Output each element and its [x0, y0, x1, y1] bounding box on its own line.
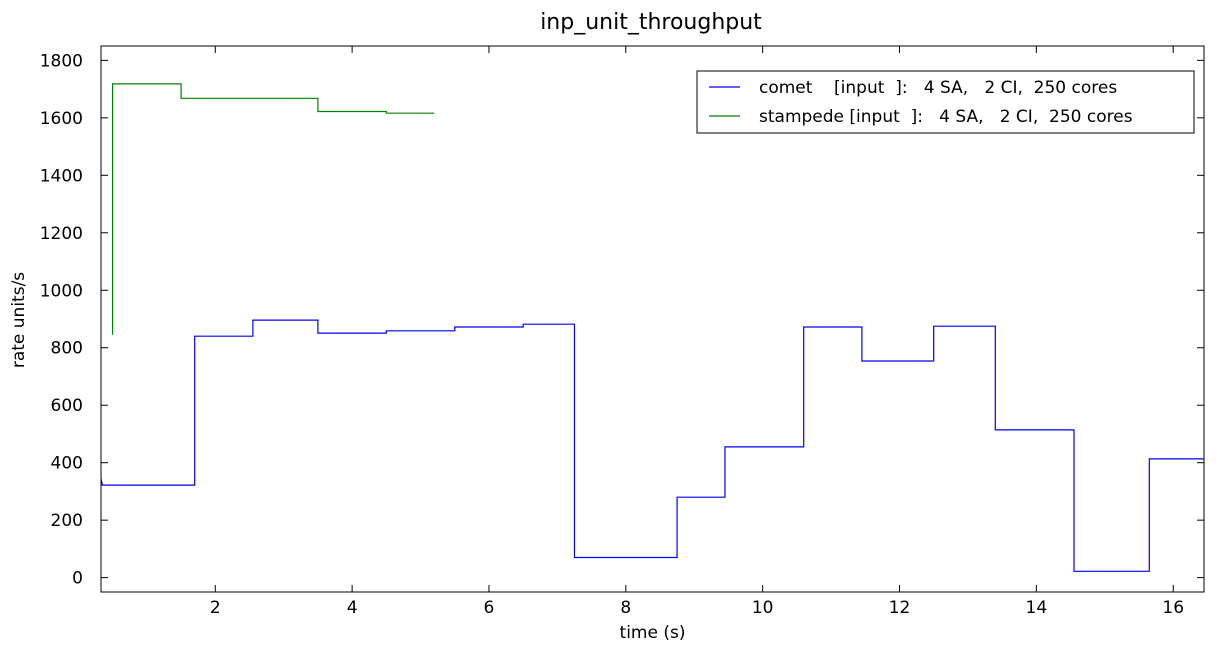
chart-title: inp_unit_throughput: [540, 10, 762, 35]
series-line-comet: [100, 319, 1204, 572]
y-tick-label: 1000: [40, 281, 83, 301]
y-tick-label: 1600: [40, 109, 83, 129]
legend: comet [input ]: 4 SA, 2 CI, 250 cores st…: [696, 70, 1195, 134]
y-tick-label: 200: [51, 511, 83, 531]
plot-frame: [100, 45, 1205, 593]
y-tick-label: 800: [51, 339, 83, 359]
x-tick-label: 6: [484, 598, 495, 618]
y-tick-label: 1400: [40, 166, 83, 186]
legend-entry-stampede: stampede [input ]: 4 SA, 2 CI, 250 cores: [759, 107, 1133, 127]
y-axis-label: rate units/s: [9, 272, 29, 368]
series-layer: [100, 83, 1204, 572]
y-tick-label: 600: [51, 396, 83, 416]
legend-entry-comet: comet [input ]: 4 SA, 2 CI, 250 cores: [759, 78, 1117, 98]
y-tick-label: 1800: [40, 51, 83, 71]
x-tick-label: 16: [1162, 598, 1184, 618]
x-tick-label: 14: [1026, 598, 1048, 618]
plot-area-border: [100, 45, 1205, 593]
legend-box: [696, 70, 1195, 134]
x-tick-label: 2: [210, 598, 221, 618]
x-tick-label: 4: [347, 598, 358, 618]
y-tick-label: 1200: [40, 224, 83, 244]
y-axis-ticks: 0 200 400 600 800 1000 1200 1400 1600 1800: [40, 51, 1204, 589]
x-axis-label: time (s): [620, 623, 686, 643]
y-tick-label: 0: [72, 569, 83, 589]
series-line-stampede: [111, 83, 435, 335]
x-tick-label: 10: [752, 598, 774, 618]
x-tick-label: 12: [889, 598, 911, 618]
x-axis-ticks: 2 4 6 8 10 12 14 16: [210, 46, 1184, 618]
x-tick-label: 8: [620, 598, 631, 618]
y-tick-label: 400: [51, 454, 83, 474]
